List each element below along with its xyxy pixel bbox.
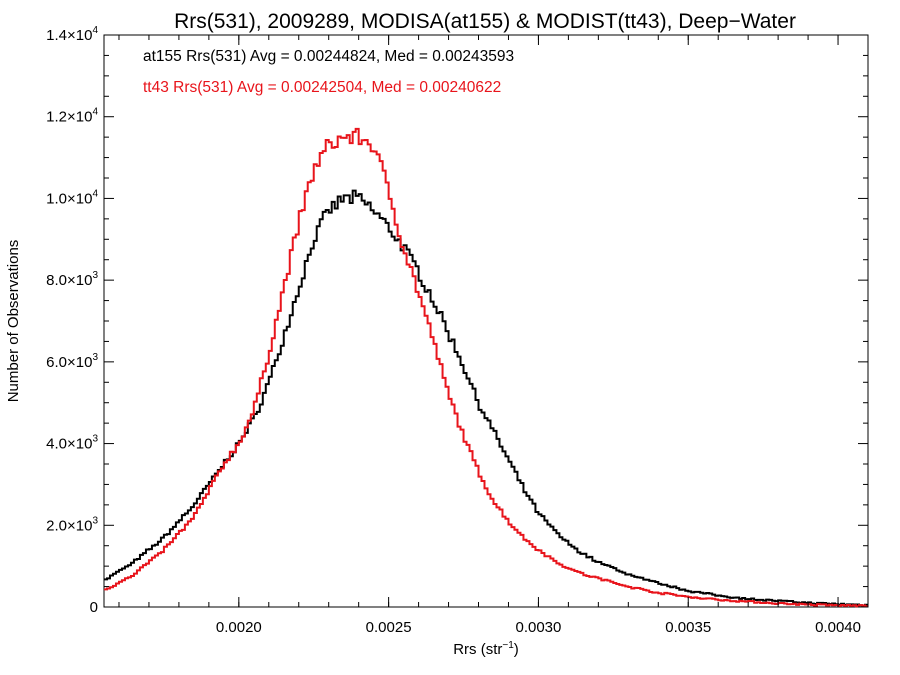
- chart-title: Rrs(531), 2009289, MODISA(at155) & MODIS…: [174, 10, 796, 33]
- y-tick-label: 6.0×103: [46, 352, 98, 371]
- y-tick-label: 8.0×103: [46, 270, 98, 289]
- x-tick-label: 0.0020: [216, 619, 262, 636]
- y-tick-label: 1.2×104: [46, 107, 98, 126]
- legend-annotation-red: tt43 Rrs(531) Avg = 0.00242504, Med = 0.…: [143, 79, 501, 96]
- x-tick-label: 0.0030: [515, 619, 561, 636]
- x-axis: 0.0020 0.0025 0.0030 0.0035 0.0040: [118, 35, 869, 636]
- y-tick-label: 1.4×104: [46, 25, 98, 44]
- x-axis-label-superscript: −1: [502, 640, 514, 651]
- series-line-0: [104, 189, 868, 607]
- y-tick-label: 4.0×103: [46, 434, 98, 453]
- plot-frame: [103, 34, 869, 608]
- x-tick-label: 0.0035: [665, 619, 711, 636]
- plot-area: 0.0020 0.0025 0.0030 0.0035 0.0040 0 2.0×103 4…: [46, 25, 869, 636]
- y-tick-label: 2.0×103: [46, 515, 98, 534]
- legend-annotation-black: at155 Rrs(531) Avg = 0.00244824, Med = 0…: [143, 48, 514, 65]
- y-tick-label: 0: [90, 599, 98, 616]
- y-axis-label: Number of Observations: [5, 240, 22, 403]
- x-axis-label-close: ): [514, 641, 519, 658]
- series-layer: [104, 127, 868, 608]
- x-tick-label: 0.0040: [815, 619, 861, 636]
- x-axis-label-main: Rrs (str: [453, 641, 502, 658]
- y-tick-label: 1.0×104: [46, 188, 98, 207]
- x-tick-label: 0.0025: [366, 619, 412, 636]
- series-line-1: [104, 127, 868, 608]
- x-axis-label: Rrs (str−1): [453, 640, 519, 658]
- y-axis: 0 2.0×103 4.0×103 6.0×103 8.0×103 1.0×104 1.2×…: [46, 25, 868, 616]
